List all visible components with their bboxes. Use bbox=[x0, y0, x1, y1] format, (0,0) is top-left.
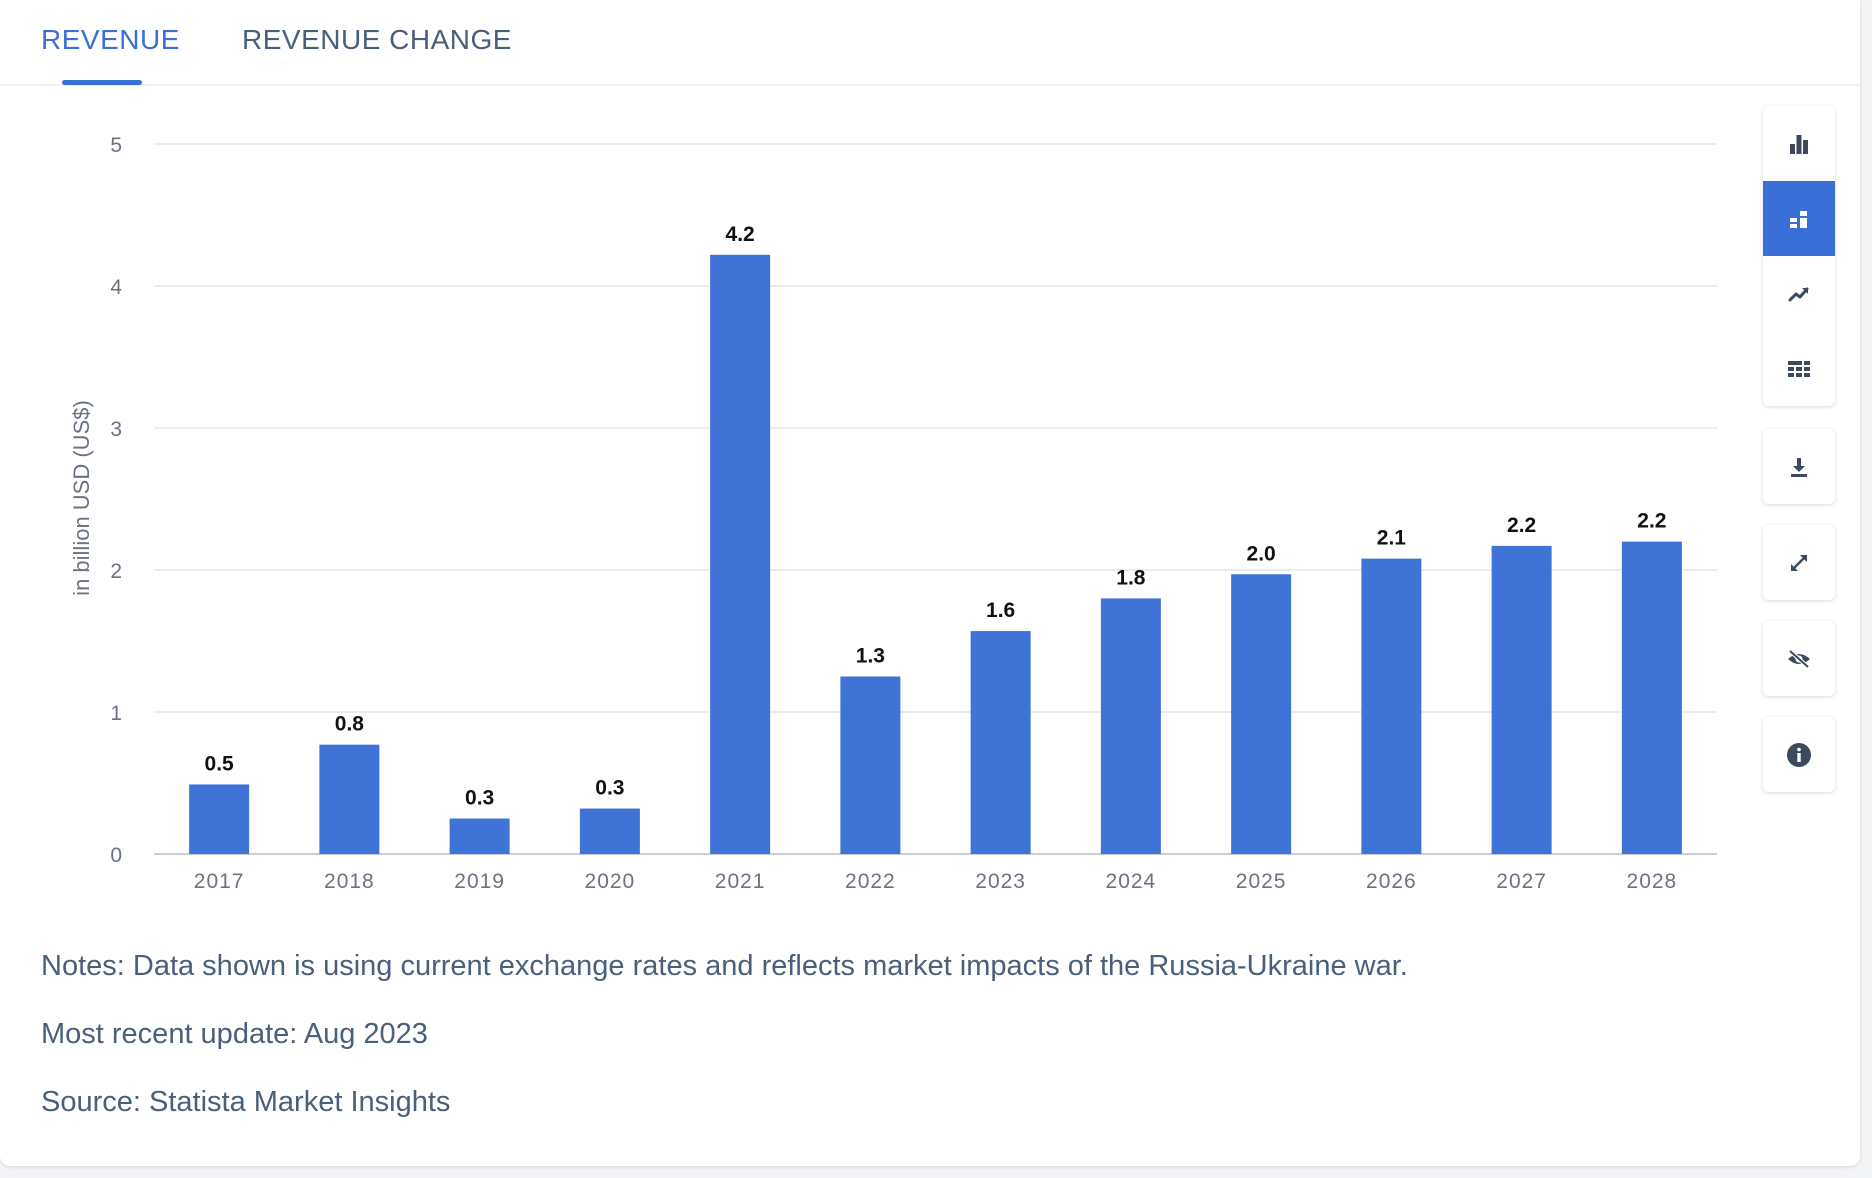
chart-notes: Notes: Data shown is using current excha… bbox=[41, 950, 1408, 982]
bar-2028[interactable] bbox=[1621, 541, 1682, 854]
update-info: Most recent update: Aug 2023 bbox=[41, 1018, 428, 1050]
chart-type-toolbar bbox=[1763, 106, 1835, 406]
y-tick-label: 0 bbox=[110, 844, 122, 867]
hide-toolbar bbox=[1763, 621, 1835, 696]
bar-chart-icon bbox=[1790, 134, 1808, 154]
data-label-2018: 0.8 bbox=[335, 713, 365, 736]
source-info: Source: Statista Market Insights bbox=[41, 1086, 451, 1118]
expand-toolbar bbox=[1763, 525, 1835, 600]
download-toolbar bbox=[1763, 429, 1835, 504]
x-tick-label: 2021 bbox=[715, 870, 766, 893]
trend-line-icon bbox=[1788, 287, 1809, 301]
x-tick-label: 2017 bbox=[194, 870, 245, 893]
data-label-2024: 1.8 bbox=[1116, 566, 1146, 589]
data-label-2020: 0.3 bbox=[595, 777, 624, 800]
grid-lines bbox=[154, 143, 1717, 855]
tab-revenue[interactable]: REVENUE bbox=[41, 24, 180, 55]
bar-2019[interactable] bbox=[449, 818, 510, 855]
expand-icon bbox=[1791, 554, 1807, 571]
eye-off-icon bbox=[1788, 649, 1810, 668]
x-tick-label: 2019 bbox=[454, 870, 505, 893]
stacked-bar-button[interactable] bbox=[1763, 181, 1835, 256]
x-tick-label: 2026 bbox=[1366, 870, 1417, 893]
tab-bar: REVENUE REVENUE CHANGE bbox=[0, 0, 1860, 86]
hide-button[interactable] bbox=[1763, 621, 1835, 696]
x-tick-label: 2020 bbox=[585, 870, 636, 893]
data-label-2026: 2.1 bbox=[1377, 527, 1407, 550]
data-label-2025: 2.0 bbox=[1247, 542, 1276, 565]
bar-2022[interactable] bbox=[840, 676, 901, 855]
active-tab-indicator bbox=[62, 80, 142, 85]
bar-2018[interactable] bbox=[319, 744, 380, 854]
fullscreen-button[interactable] bbox=[1763, 525, 1835, 600]
axis: 0 1 2 3 4 5 2017 2018 2019 2020 2021 2022 2023 2024 20… bbox=[110, 134, 1678, 893]
bars bbox=[189, 254, 1682, 855]
y-tick-label: 5 bbox=[110, 134, 122, 157]
bar-2025[interactable] bbox=[1231, 574, 1292, 854]
x-tick-label: 2023 bbox=[975, 870, 1026, 893]
data-label-2028: 2.2 bbox=[1637, 510, 1666, 533]
data-label-2022: 1.3 bbox=[856, 645, 885, 668]
x-tick-label: 2018 bbox=[324, 870, 375, 893]
bar-2026[interactable] bbox=[1361, 558, 1422, 854]
x-tick-label: 2022 bbox=[845, 870, 896, 893]
data-label-2027: 2.2 bbox=[1507, 514, 1536, 537]
y-tick-label: 4 bbox=[110, 276, 122, 299]
bar-2027[interactable] bbox=[1491, 545, 1552, 854]
y-tick-label: 1 bbox=[110, 702, 122, 725]
data-label-2017: 0.5 bbox=[205, 752, 235, 775]
bar-2021[interactable] bbox=[710, 254, 771, 854]
download-button[interactable] bbox=[1763, 429, 1835, 504]
bar-chart: 0.5 0.8 0.3 0.3 4.2 1.3 1.6 1.8 2.0 2.1 2.2 2.2 0 1 2… bbox=[110, 134, 1717, 893]
x-tick-label: 2028 bbox=[1627, 870, 1678, 893]
info-toolbar bbox=[1763, 717, 1835, 792]
tab-revenue-change[interactable]: REVENUE CHANGE bbox=[242, 24, 512, 55]
bar-chart-button[interactable] bbox=[1763, 106, 1835, 181]
x-tick-label: 2025 bbox=[1236, 870, 1287, 893]
stacked-bar-icon bbox=[1790, 210, 1807, 228]
data-label-2021: 4.2 bbox=[726, 223, 755, 246]
info-button[interactable] bbox=[1763, 717, 1835, 792]
y-tick-label: 2 bbox=[110, 560, 122, 583]
info-icon bbox=[1787, 742, 1811, 767]
download-icon bbox=[1791, 457, 1807, 477]
data-labels: 0.5 0.8 0.3 0.3 4.2 1.3 1.6 1.8 2.0 2.1 2.2 2.2 bbox=[205, 223, 1667, 810]
table-grid-icon bbox=[1788, 360, 1810, 377]
bar-2023[interactable] bbox=[970, 631, 1031, 854]
bar-2020[interactable] bbox=[579, 808, 640, 854]
data-label-2019: 0.3 bbox=[465, 787, 494, 810]
table-view-button[interactable] bbox=[1763, 331, 1835, 406]
x-tick-label: 2027 bbox=[1496, 870, 1547, 893]
x-tick-label: 2024 bbox=[1106, 870, 1157, 893]
bar-2017[interactable] bbox=[189, 784, 250, 854]
y-tick-label: 3 bbox=[110, 418, 122, 441]
bar-2024[interactable] bbox=[1100, 598, 1161, 854]
trend-line-button[interactable] bbox=[1763, 256, 1835, 331]
data-label-2023: 1.6 bbox=[986, 599, 1015, 622]
